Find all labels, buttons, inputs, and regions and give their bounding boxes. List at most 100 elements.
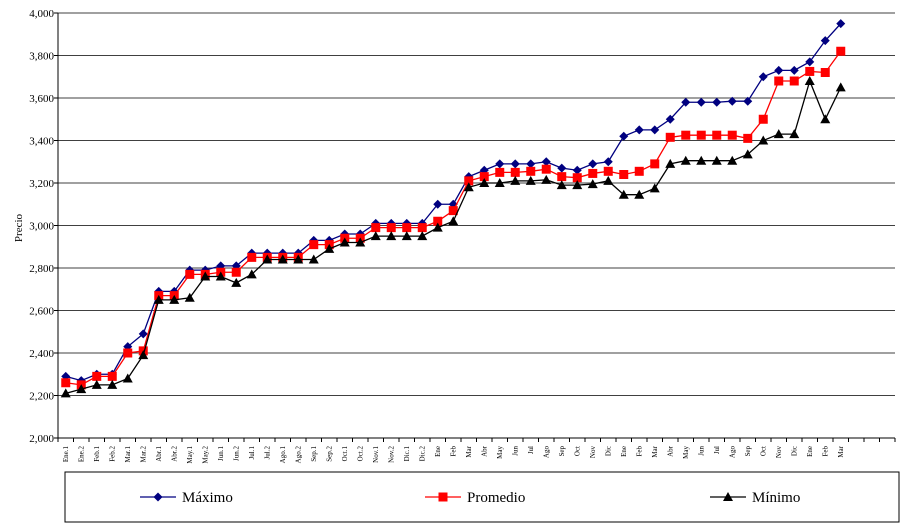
point	[696, 155, 707, 165]
x-tick-label: Mar.1	[124, 446, 132, 463]
point	[153, 294, 164, 304]
x-tick-label: Jun.2	[232, 446, 240, 461]
point	[123, 348, 133, 358]
point	[402, 223, 412, 233]
point	[557, 172, 567, 182]
x-tick-label: Nov	[589, 446, 597, 459]
point	[743, 96, 753, 106]
point	[681, 97, 691, 107]
point	[820, 114, 831, 124]
point	[572, 180, 583, 190]
point	[836, 19, 846, 29]
point	[92, 371, 102, 381]
legend-label: Máximo	[182, 490, 233, 506]
point	[479, 178, 490, 187]
point	[91, 379, 102, 389]
point	[789, 129, 800, 139]
x-tick-label: Dic	[604, 446, 612, 456]
x-tick-label: Sep	[744, 446, 752, 457]
x-tick-label: Oct.1	[341, 446, 349, 462]
point	[526, 159, 536, 169]
point	[696, 130, 706, 140]
point	[774, 65, 784, 75]
point	[386, 231, 397, 241]
x-tick-label: Feb	[821, 446, 829, 457]
point	[774, 76, 784, 86]
point	[215, 271, 226, 281]
point	[820, 68, 830, 77]
point	[665, 132, 675, 142]
point	[510, 167, 520, 177]
point	[758, 135, 769, 145]
y-tick-label: 2,600	[29, 306, 54, 318]
point	[541, 174, 552, 184]
y-tick-label: 4,000	[29, 8, 54, 20]
point	[122, 373, 133, 383]
x-tick-label: Feb	[449, 446, 457, 457]
point	[820, 36, 830, 46]
point	[417, 231, 428, 241]
point	[138, 350, 149, 360]
x-tick-label: Jul	[713, 446, 721, 454]
point	[804, 76, 815, 85]
legend-marker	[153, 492, 163, 502]
point	[494, 178, 505, 187]
point	[742, 149, 753, 159]
point	[665, 114, 675, 124]
point	[525, 175, 536, 185]
y-tick-label: 2,000	[29, 433, 54, 445]
x-tick-label: Mar	[465, 445, 473, 457]
point	[277, 254, 288, 264]
point	[293, 254, 304, 264]
x-tick-label: Ago.1	[279, 446, 287, 464]
point	[247, 252, 257, 262]
x-tick-label: May.1	[186, 446, 194, 464]
point	[650, 159, 660, 169]
point	[370, 231, 381, 241]
point	[433, 199, 443, 209]
y-tick-label: 3,800	[29, 51, 54, 63]
point	[634, 166, 644, 176]
point	[185, 269, 195, 279]
x-tick-label: Nov.2	[387, 446, 395, 463]
point	[541, 164, 551, 174]
legend-label: Promedio	[467, 490, 525, 506]
x-tick-label: Abr	[480, 445, 488, 457]
x-tick-label: Mar	[651, 445, 659, 457]
point	[836, 46, 846, 56]
point	[184, 292, 195, 302]
x-tick-label: Oct	[759, 446, 767, 456]
point	[169, 294, 180, 304]
point	[495, 159, 505, 169]
point	[324, 243, 335, 253]
point	[433, 216, 443, 226]
y-tick-label: 2,200	[29, 391, 54, 403]
point	[789, 65, 799, 75]
point	[618, 189, 629, 199]
point	[835, 82, 846, 92]
point	[556, 180, 567, 190]
point	[588, 159, 598, 169]
y-tick-label: 2,800	[29, 263, 54, 275]
point	[805, 57, 815, 67]
point	[603, 166, 613, 176]
point	[107, 371, 117, 381]
x-tick-label: Feb	[635, 446, 643, 457]
x-tick-label: Ene	[620, 446, 628, 457]
point	[711, 155, 722, 165]
point	[773, 129, 784, 139]
point	[371, 223, 381, 233]
x-tick-label: Dic.1	[403, 446, 411, 462]
point	[727, 130, 737, 140]
x-tick-label: Jun	[697, 446, 705, 456]
point	[712, 97, 722, 107]
x-tick-label: Jun	[511, 446, 519, 456]
point	[805, 66, 815, 76]
point	[479, 172, 489, 182]
point	[60, 388, 71, 398]
point	[61, 378, 71, 388]
point	[758, 72, 768, 82]
x-tick-label: Abr.2	[170, 446, 178, 462]
x-tick-label: Sep.1	[310, 446, 318, 462]
